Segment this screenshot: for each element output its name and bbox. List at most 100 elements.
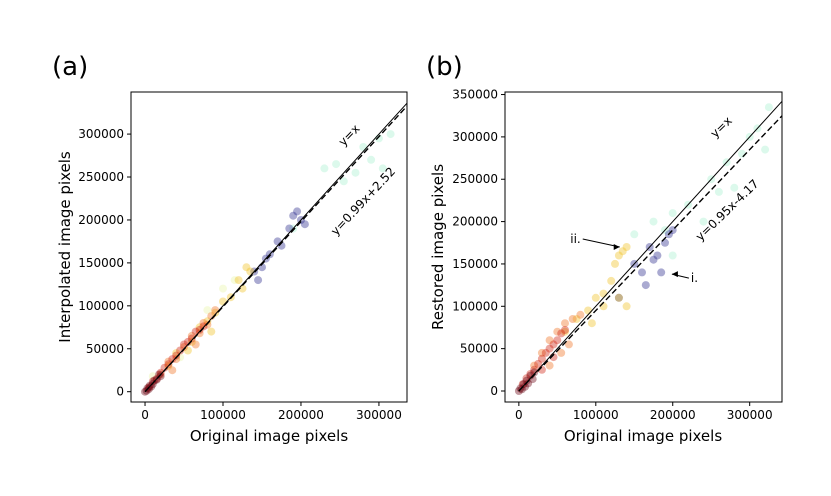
panel-b-point-s1-6 [657, 268, 666, 277]
panel-b-line-label-yx: y=x [708, 114, 735, 141]
panel-a-xtick-label-3: 300000 [356, 408, 402, 422]
panel-b-point-s5-8 [528, 375, 537, 384]
panel-b-point-s2-12 [622, 302, 631, 311]
panel-b-point-s2-13 [614, 293, 623, 302]
panel-b-point-s2-2 [584, 306, 593, 315]
panel-a-point-s5-8 [176, 346, 185, 355]
panel-b-point-s4-4 [534, 359, 543, 368]
panel-b-point-s3-0 [530, 361, 539, 370]
panel-b-point-s1-10 [641, 281, 650, 290]
panel-b-annotation-arrowhead-1 [671, 271, 678, 278]
panel-b-fit-lines [518, 100, 783, 392]
panel-b-y-ticks: 0 50000 100000 150000 200000 250000 300000 3500… [452, 88, 505, 398]
panel-a-point-s0-2 [203, 306, 212, 315]
panel-b-point-s2-5 [607, 276, 616, 285]
panel-a-point-s1-1 [320, 164, 329, 173]
panel-b-point-s5-9 [530, 368, 539, 377]
panel-b-point-s4-10 [557, 329, 566, 338]
panel-a-point-s1-6 [367, 155, 376, 164]
panel-a-point-s5-13 [195, 325, 204, 334]
panel-b-point-s0-8 [730, 183, 739, 192]
panel-b-annotation-0: ii. [570, 232, 580, 246]
panel-b-line-1 [518, 115, 783, 392]
panel-b-point-s3-2 [545, 336, 554, 345]
panel-a-point-s6-10 [156, 372, 165, 381]
panel-a-point-s5-3 [156, 368, 165, 377]
panel-b-point-s2-9 [611, 259, 619, 268]
panel-b-ytick-label-4: 200000 [452, 215, 498, 229]
panel-b-point-s1-2 [638, 268, 646, 277]
panel-b-point-s2-6 [614, 251, 623, 260]
panel-b-point-s5-5 [522, 376, 531, 385]
panel-a: (a) 0 100000 200000 300000 0 50000 100000 1500… [52, 52, 408, 445]
panel-a-point-s5-4 [160, 363, 169, 372]
panel-b-label: (b) [426, 52, 463, 82]
panel-a-fit-lines [144, 102, 408, 393]
panel-a-plot-frame [130, 91, 408, 403]
panel-a-ytick-label-2: 100000 [78, 299, 124, 313]
panel-b-point-s3-7 [545, 361, 554, 370]
panel-b-line-label-fit: y=0.95x-4.17 [693, 177, 762, 244]
panel-a-point-s0-4 [230, 276, 239, 285]
panel-b-point-s0-13 [764, 103, 773, 112]
panel-a-point-s4-10 [168, 366, 177, 375]
panel-a-ytick-label-0: 0 [116, 385, 124, 399]
panel-b-point-s2-1 [572, 315, 581, 323]
panel-a-line-1 [144, 105, 408, 393]
panel-a-point-s5-10 [183, 337, 192, 346]
panel-b-annotation-arrowhead-0 [613, 244, 620, 250]
panel-a-ytick-label-4: 200000 [78, 213, 124, 227]
panel-a-point-s3-10 [242, 263, 251, 272]
panel-b-point-s3-4 [561, 319, 569, 328]
panel-a-label: (a) [52, 52, 88, 82]
panel-b-points [514, 103, 773, 395]
panel-a-point-s1-3 [339, 177, 348, 186]
panel-a-line-label-fit: y=0.99x+2.52 [328, 164, 398, 238]
panel-a-xtick-label-0: 0 [141, 408, 149, 422]
panel-b-x-ticks: 0 100000 200000 300000 [515, 402, 773, 422]
panel-a-point-s4-3 [180, 343, 188, 351]
panel-b-point-s3-8 [557, 348, 566, 357]
panel-a-point-s1-4 [351, 168, 360, 177]
panel-b-point-s5-6 [524, 379, 533, 388]
panel-b-point-s3-5 [568, 315, 577, 323]
panel-a-point-s4-9 [211, 306, 220, 315]
panel-b-point-s4-8 [549, 340, 558, 349]
panel-b-point-s2-8 [622, 243, 631, 251]
panel-b-point-s3-1 [537, 348, 546, 357]
panel-b-point-s0-12 [761, 145, 770, 154]
panel-b-point-s4-7 [545, 344, 554, 353]
panel-b-point-s5-4 [521, 382, 529, 391]
panel-b-ytick-label-6: 300000 [452, 130, 498, 144]
panel-b-line-0 [518, 100, 783, 392]
panel-a-point-s5-11 [187, 334, 196, 343]
panel-a-point-s3-5 [211, 308, 220, 317]
panel-b-xtick-label-0: 0 [515, 408, 523, 422]
panel-b-point-s2-11 [587, 319, 596, 328]
panel-b-point-s2-7 [618, 247, 627, 256]
panel-a-point-s2-10 [254, 276, 263, 285]
panel-b-point-s1-4 [649, 255, 658, 264]
panel-a-point-s0-3 [219, 284, 227, 293]
panel-b-point-s0-15 [699, 217, 708, 226]
panel-b-point-s1-0 [614, 293, 623, 302]
panel-b-annotation-arrow-0 [582, 238, 620, 248]
panel-b-xtick-label-1: 100000 [573, 408, 619, 422]
panel-a-point-s5-1 [148, 377, 157, 386]
panel-a-point-s0-0 [148, 372, 157, 381]
panel-a-point-s3-11 [246, 267, 255, 276]
panel-a-ytick-label-6: 300000 [78, 127, 124, 141]
panel-a-point-s1-8 [378, 164, 387, 173]
panel-b-point-s3-3 [553, 327, 562, 336]
panel-a-point-s6-3 [144, 385, 153, 394]
panel-a-line-label-yx: y=x [336, 122, 363, 149]
panel-a-point-s5-5 [164, 360, 173, 369]
panel-b-point-s0-1 [649, 217, 658, 226]
panel-b-ytick-label-3: 150000 [452, 257, 498, 271]
panel-a-points [141, 130, 395, 396]
panel-b: (b) 0 100000 200000 300000 0 50000 100000 1500… [426, 52, 783, 445]
panel-a-ytick-label-1: 50000 [86, 342, 124, 356]
panel-b-point-s2-4 [599, 289, 608, 298]
panel-a-point-s6-9 [155, 370, 164, 379]
panel-b-xtick-label-3: 300000 [727, 408, 773, 422]
